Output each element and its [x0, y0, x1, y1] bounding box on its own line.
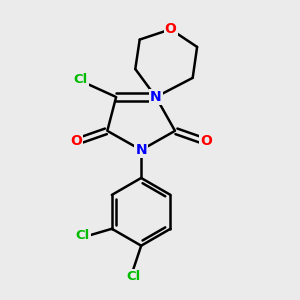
Text: O: O	[70, 134, 82, 148]
Text: Cl: Cl	[74, 74, 88, 86]
Text: Cl: Cl	[75, 229, 89, 242]
Text: O: O	[200, 134, 212, 148]
Text: N: N	[150, 90, 162, 104]
Text: O: O	[165, 22, 176, 36]
Text: N: N	[135, 143, 147, 157]
Text: Cl: Cl	[127, 270, 141, 283]
